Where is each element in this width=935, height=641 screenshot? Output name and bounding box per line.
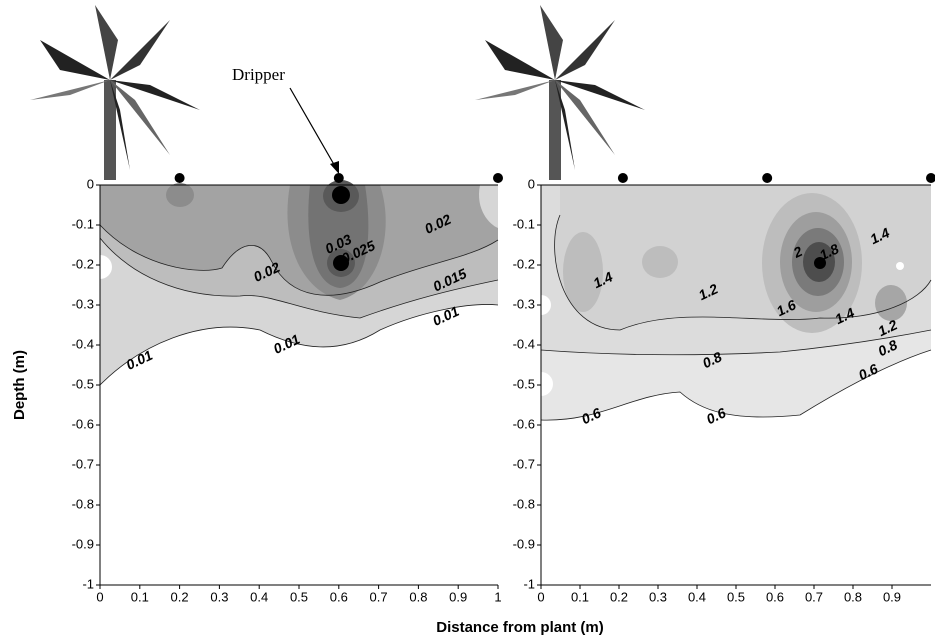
contour-label: 0.6 [579,404,604,427]
x-tick-label: 0.4 [250,589,268,604]
x-tick-label: 0 [537,589,544,604]
y-tick-label: -0.1 [72,216,94,231]
y-tick-label: -0.7 [72,456,94,471]
contour-label: 1.4 [868,224,893,247]
x-tick-label: 1 [494,589,501,604]
x-tick-label: 0.7 [805,589,823,604]
x-tick-label: 0 [96,589,103,604]
contour-label: 1.4 [591,268,616,291]
y-axis-label: Depth (m) [11,350,28,420]
bottom-margin [0,585,935,641]
y-tick-label: -0.3 [513,296,535,311]
y-tick-label: -0.5 [513,376,535,391]
x-tick-label: 0.8 [409,589,427,604]
y-tick-label: -0.8 [72,496,94,511]
annotation: Dripper [232,65,285,84]
x-tick-label: 0.3 [210,589,228,604]
y-tick-label: -0.4 [72,336,94,351]
x-axis-label: Distance from plant (m) [436,619,604,636]
dripper [333,173,344,183]
dripper [762,173,773,183]
y-tick-label: -1 [82,576,94,591]
x-tick-label: 0.4 [688,589,706,604]
x-tick-label: 0.6 [766,589,784,604]
x-tick-label: 0.7 [370,589,388,604]
x-tick-label: 0.5 [727,589,745,604]
annotation-arrowhead [330,161,339,174]
contour-label: 0.6 [856,360,881,383]
dripper [926,173,935,183]
y-tick-label: 0 [87,176,94,191]
x-tick-label: 0.1 [131,589,149,604]
y-tick-label: -0.1 [513,216,535,231]
contour-fill-left [99,180,499,386]
y-tick-label: -0.3 [72,296,94,311]
x-tick-label: 0.2 [171,589,189,604]
y-tick-label: -0.8 [513,496,535,511]
contour-label: 0.8 [700,348,725,371]
y-tick-label: -0.9 [72,536,94,551]
y-tick-label: 0 [528,176,535,191]
x-tick-label: 0.1 [571,589,589,604]
y-tick-label: -0.6 [72,416,94,431]
contour-label: 1.6 [774,296,799,319]
dripper [617,173,628,183]
x-tick-label: 0.9 [883,589,901,604]
y-tick-label: -1 [523,576,535,591]
dripper [493,173,503,183]
y-tick-label: -0.7 [513,456,535,471]
contour-label: 1.4 [832,304,857,327]
y-tick-label: -0.2 [72,256,94,271]
annotation-arrow [289,87,337,169]
x-tick-label: 0.5 [290,589,308,604]
y-tick-label: -0.6 [513,416,535,431]
x-tick-label: 0.6 [330,589,348,604]
contour-label: 1.8 [817,240,842,263]
y-tick-label: -0.4 [513,336,535,351]
x-tick-label: 0.9 [449,589,467,604]
contour-fill-right [540,185,932,421]
x-tick-label: 0.8 [844,589,862,604]
palm-tree-left [30,5,200,180]
y-tick-label: -0.9 [513,536,535,551]
x-tick-label: 0.3 [649,589,667,604]
dripper [174,173,185,183]
y-tick-label: -0.2 [513,256,535,271]
contour-label: 0.6 [704,404,729,427]
contour-label: 1.2 [875,316,900,339]
contour-label: 1.2 [696,280,721,303]
palm-tree-right [475,5,645,180]
x-tick-label: 0.2 [610,589,628,604]
contour-label: 0.8 [875,336,900,359]
y-tick-label: -0.5 [72,376,94,391]
